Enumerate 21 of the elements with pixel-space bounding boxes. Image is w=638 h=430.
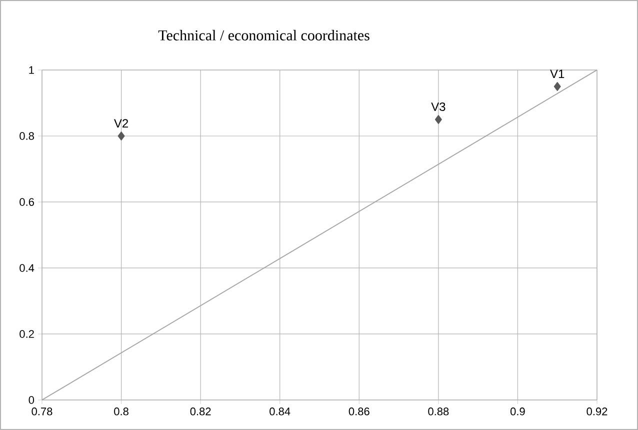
x-tick-label: 0.78 [32, 408, 52, 416]
y-tick-label: 0.4 [20, 264, 34, 272]
x-tick-label: 0.84 [270, 408, 290, 416]
y-tick-label: 0.8 [20, 132, 34, 140]
annotation: V1 [550, 70, 564, 78]
point [434, 114, 442, 124]
x-tick-label: 0.82 [190, 408, 211, 416]
x-tick-label: 0.8 [114, 408, 128, 416]
chart-title: Technical / economical coordinates [158, 30, 370, 40]
point [554, 82, 561, 91]
y-tick-label: 1 [29, 66, 34, 74]
y-tick-label: 0 [28, 396, 34, 404]
x-tick-label: 0.88 [428, 408, 449, 416]
y-tick-label: 0.2 [20, 330, 34, 338]
x-tick-label: 0.86 [348, 408, 370, 416]
annotation: V2 [114, 119, 128, 128]
x-tick-label: 0.9 [510, 408, 525, 416]
annotation: V3 [431, 102, 446, 111]
point [118, 131, 125, 140]
x-tick-label: 0.92 [586, 408, 608, 416]
y-tick-label: 0.6 [20, 198, 34, 206]
